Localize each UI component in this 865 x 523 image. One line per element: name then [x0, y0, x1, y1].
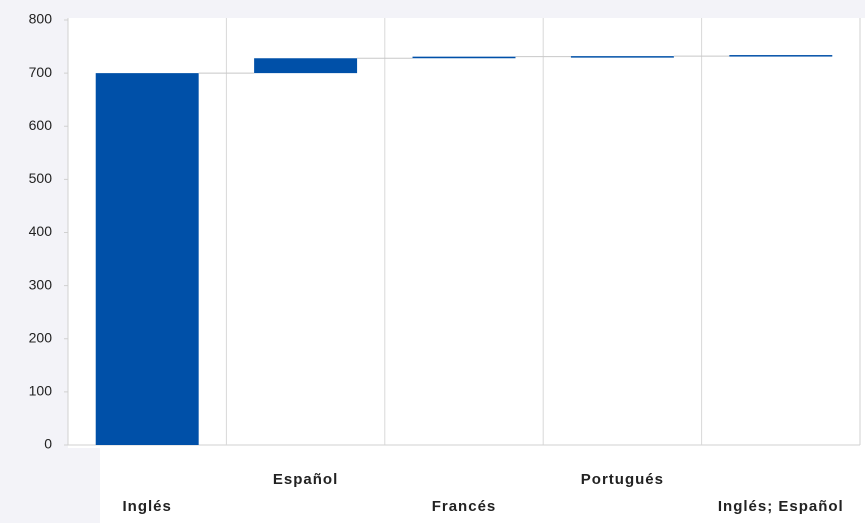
- plot-area: [68, 18, 865, 448]
- x-tick-label: Francés: [432, 498, 497, 515]
- y-tick-label: 500: [29, 170, 53, 186]
- y-tick-label: 100: [29, 383, 53, 399]
- y-tick-label: 700: [29, 64, 53, 80]
- y-tick-label: 300: [29, 276, 53, 292]
- bar: [570, 56, 674, 58]
- bar: [254, 58, 358, 74]
- x-tick-label: Inglés; Español: [718, 498, 844, 515]
- x-tick-label: Portugués: [581, 471, 664, 488]
- bar: [729, 55, 833, 57]
- bar: [412, 56, 516, 59]
- x-tick-label: Inglés: [123, 498, 172, 515]
- y-tick-label: 400: [29, 223, 53, 239]
- y-tick-label: 200: [29, 329, 53, 345]
- y-tick-label: 800: [29, 11, 53, 27]
- bar: [95, 73, 199, 445]
- y-tick-label: 0: [44, 436, 52, 452]
- x-tick-label: Español: [273, 471, 338, 488]
- y-tick-label: 600: [29, 117, 53, 133]
- label-area: [100, 448, 865, 523]
